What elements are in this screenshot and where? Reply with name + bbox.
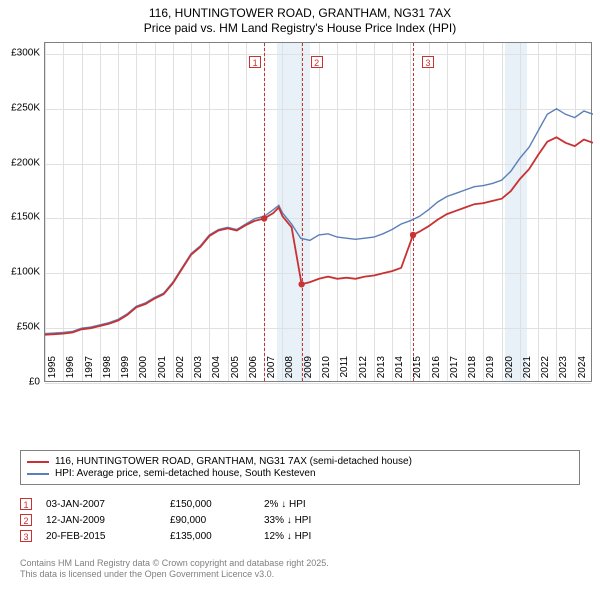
sale-dot [261, 215, 267, 221]
footer-line-2: This data is licensed under the Open Gov… [20, 569, 329, 580]
y-tick-label: £250K [11, 102, 40, 113]
x-tick-label: 2013 [376, 356, 387, 386]
title-line-2: Price paid vs. HM Land Registry's House … [0, 21, 600, 36]
sale-row: 2 12-JAN-2009 £90,000 33% ↓ HPI [20, 514, 580, 526]
x-tick-label: 2015 [412, 356, 423, 386]
x-tick-label: 2024 [577, 356, 588, 386]
x-tick-label: 1997 [84, 356, 95, 386]
x-tick-label: 1998 [102, 356, 113, 386]
marker-box: 2 [311, 56, 323, 68]
x-tick-label: 2007 [266, 356, 277, 386]
x-tick-label: 2009 [303, 356, 314, 386]
legend: 116, HUNTINGTOWER ROAD, GRANTHAM, NG31 7… [20, 450, 580, 485]
sale-diff: 33% ↓ HPI [264, 515, 384, 526]
sale-row: 3 20-FEB-2015 £135,000 12% ↓ HPI [20, 530, 580, 542]
x-tick-label: 2000 [138, 356, 149, 386]
x-tick-label: 2005 [230, 356, 241, 386]
legend-label: 116, HUNTINGTOWER ROAD, GRANTHAM, NG31 7… [55, 456, 412, 467]
series-line [45, 109, 593, 334]
x-tick-label: 2020 [504, 356, 515, 386]
sale-diff: 2% ↓ HPI [264, 499, 384, 510]
x-tick-label: 2014 [394, 356, 405, 386]
sale-diff: 12% ↓ HPI [264, 531, 384, 542]
sale-index-box: 3 [20, 530, 32, 542]
y-tick-label: £150K [11, 212, 40, 223]
marker-box: 3 [422, 56, 434, 68]
series-line [45, 137, 593, 334]
legend-swatch [27, 473, 49, 475]
x-tick-label: 2016 [431, 356, 442, 386]
sale-date: 03-JAN-2007 [46, 499, 156, 510]
sale-row: 1 03-JAN-2007 £150,000 2% ↓ HPI [20, 498, 580, 510]
x-tick-label: 1996 [65, 356, 76, 386]
chart-container: 116, HUNTINGTOWER ROAD, GRANTHAM, NG31 7… [0, 0, 600, 590]
y-tick-label: £50K [17, 322, 40, 333]
sale-price: £135,000 [170, 531, 250, 542]
x-tick-label: 2017 [449, 356, 460, 386]
y-tick-label: £300K [11, 47, 40, 58]
x-tick-label: 2004 [211, 356, 222, 386]
title-line-1: 116, HUNTINGTOWER ROAD, GRANTHAM, NG31 7… [0, 6, 600, 21]
x-tick-label: 2010 [321, 356, 332, 386]
line-series-svg [45, 43, 593, 383]
sale-index-box: 1 [20, 498, 32, 510]
x-tick-label: 2012 [358, 356, 369, 386]
sale-dot [410, 232, 416, 238]
sale-dot [298, 281, 304, 287]
x-tick-label: 1995 [47, 356, 58, 386]
x-tick-label: 2023 [558, 356, 569, 386]
y-tick-label: £100K [11, 267, 40, 278]
legend-label: HPI: Average price, semi-detached house,… [55, 468, 316, 479]
y-tick-label: £0 [29, 377, 40, 388]
legend-row: 116, HUNTINGTOWER ROAD, GRANTHAM, NG31 7… [27, 456, 573, 467]
x-tick-label: 2002 [175, 356, 186, 386]
x-tick-label: 2021 [522, 356, 533, 386]
x-tick-label: 2003 [193, 356, 204, 386]
y-tick-label: £200K [11, 157, 40, 168]
legend-row: HPI: Average price, semi-detached house,… [27, 468, 573, 479]
x-tick-label: 2022 [540, 356, 551, 386]
sale-index-box: 2 [20, 514, 32, 526]
plot-region [44, 42, 592, 382]
sale-price: £150,000 [170, 499, 250, 510]
marker-box: 1 [249, 56, 261, 68]
sales-table: 1 03-JAN-2007 £150,000 2% ↓ HPI 2 12-JAN-2009… [20, 494, 580, 546]
sale-date: 20-FEB-2015 [46, 531, 156, 542]
x-tick-label: 2018 [467, 356, 478, 386]
sale-date: 12-JAN-2009 [46, 515, 156, 526]
footer: Contains HM Land Registry data © Crown c… [20, 558, 329, 581]
x-tick-label: 2011 [339, 356, 350, 386]
legend-swatch [27, 461, 49, 463]
x-tick-label: 2019 [485, 356, 496, 386]
sale-price: £90,000 [170, 515, 250, 526]
title-block: 116, HUNTINGTOWER ROAD, GRANTHAM, NG31 7… [0, 0, 600, 36]
x-tick-label: 2001 [157, 356, 168, 386]
footer-line-1: Contains HM Land Registry data © Crown c… [20, 558, 329, 569]
x-tick-label: 2006 [248, 356, 259, 386]
chart-area: £0£50K£100K£150K£200K£250K£300K 19951996… [44, 42, 592, 412]
x-tick-label: 2008 [284, 356, 295, 386]
x-tick-label: 1999 [120, 356, 131, 386]
